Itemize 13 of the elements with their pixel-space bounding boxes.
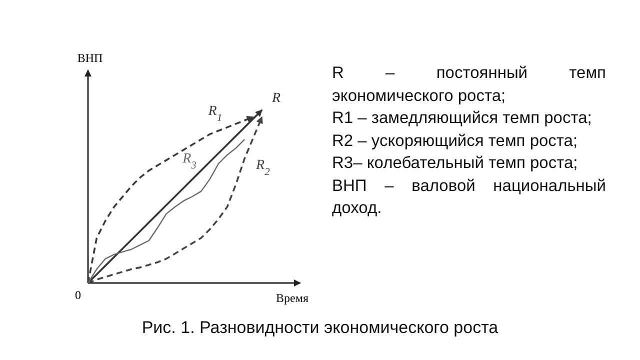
- y-axis-title: ВНП: [77, 51, 103, 66]
- series-label: R$_{1}$: [207, 104, 222, 124]
- series-label: R: [271, 91, 281, 106]
- text: ВНП – валовой национальный доход.: [332, 176, 606, 219]
- text: R – постоянный темп экономического роста;: [332, 63, 606, 106]
- text: R3– колебательный темп роста;: [332, 153, 579, 174]
- text: Рис. 1. Разновидности экономического роста: [140, 318, 500, 338]
- text: 0: [75, 288, 81, 302]
- text: R1 – замедляющийся темп роста;: [332, 108, 593, 129]
- text: R2 – ускоряющийся темп роста;: [332, 130, 579, 152]
- series-label: R$_{3}$: [182, 151, 196, 171]
- x-axis-title: Время: [276, 291, 309, 305]
- series-label: R$_{2}$: [255, 158, 271, 178]
